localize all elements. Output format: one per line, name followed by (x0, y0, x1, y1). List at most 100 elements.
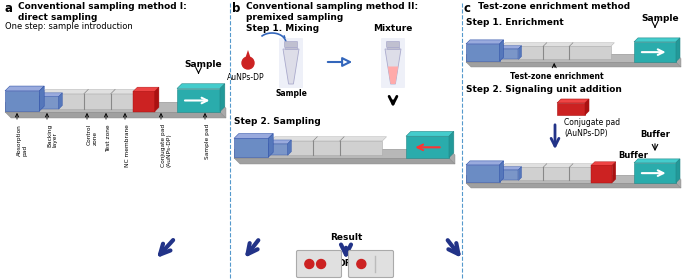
Text: Mixture: Mixture (373, 24, 412, 33)
Polygon shape (634, 159, 680, 163)
Text: Control
zone: Control zone (87, 124, 98, 145)
Polygon shape (271, 141, 382, 155)
FancyBboxPatch shape (297, 251, 342, 277)
FancyBboxPatch shape (279, 38, 303, 88)
Polygon shape (519, 167, 521, 181)
Polygon shape (634, 38, 680, 42)
Polygon shape (234, 138, 269, 157)
Polygon shape (5, 112, 226, 118)
Polygon shape (220, 84, 225, 111)
Polygon shape (591, 162, 616, 165)
Text: Sample: Sample (185, 60, 223, 69)
Polygon shape (499, 46, 521, 49)
Polygon shape (585, 99, 589, 115)
Polygon shape (501, 167, 611, 181)
Polygon shape (220, 102, 226, 118)
Text: Test zone: Test zone (106, 124, 111, 152)
Polygon shape (499, 49, 519, 59)
Text: Sample: Sample (641, 14, 679, 23)
Polygon shape (501, 46, 611, 59)
Polygon shape (234, 134, 273, 138)
Polygon shape (634, 163, 676, 183)
Polygon shape (59, 93, 62, 109)
Polygon shape (269, 134, 273, 157)
Polygon shape (40, 93, 62, 96)
Polygon shape (499, 40, 503, 61)
Text: Buffer: Buffer (618, 151, 648, 160)
FancyBboxPatch shape (381, 38, 405, 88)
Polygon shape (269, 140, 291, 144)
Polygon shape (5, 102, 220, 112)
Text: a: a (5, 2, 13, 15)
Polygon shape (271, 137, 386, 141)
Circle shape (305, 260, 314, 269)
Text: Test-zone enrichment method: Test-zone enrichment method (478, 2, 630, 11)
Circle shape (357, 260, 366, 269)
Polygon shape (634, 42, 676, 62)
Text: Conventional sampling method I:: Conventional sampling method I: (18, 2, 187, 11)
Text: Buffer: Buffer (640, 130, 670, 139)
Polygon shape (245, 50, 251, 59)
Polygon shape (269, 144, 288, 155)
Polygon shape (406, 136, 449, 158)
Text: Test-zone enrichment: Test-zone enrichment (510, 72, 604, 81)
Text: Step 1. Enrichment: Step 1. Enrichment (466, 18, 564, 27)
Polygon shape (385, 49, 401, 84)
Polygon shape (388, 67, 398, 84)
Polygon shape (42, 94, 153, 109)
Text: Step 2. Signaling unit addition: Step 2. Signaling unit addition (466, 85, 622, 94)
Polygon shape (519, 46, 521, 59)
Text: Conjugate pad
(AuNPs-DP): Conjugate pad (AuNPs-DP) (564, 118, 620, 138)
Polygon shape (40, 96, 59, 109)
Polygon shape (501, 164, 614, 167)
Polygon shape (155, 87, 159, 111)
Polygon shape (177, 88, 220, 111)
Text: Sample pad: Sample pad (205, 124, 210, 159)
Polygon shape (466, 44, 499, 61)
Polygon shape (133, 87, 159, 91)
Polygon shape (557, 103, 585, 115)
Text: AuNPs-DP: AuNPs-DP (227, 73, 265, 82)
Polygon shape (40, 86, 45, 111)
Text: Step 2. Sampling: Step 2. Sampling (234, 117, 321, 126)
Polygon shape (288, 140, 291, 155)
Polygon shape (466, 175, 676, 183)
Polygon shape (676, 159, 680, 183)
Polygon shape (466, 161, 503, 165)
Text: Conjugate pad
(AuNPs-DP): Conjugate pad (AuNPs-DP) (161, 124, 172, 167)
Polygon shape (591, 165, 612, 183)
Circle shape (316, 260, 325, 269)
Polygon shape (42, 90, 158, 94)
FancyBboxPatch shape (284, 41, 297, 47)
Text: direct sampling: direct sampling (18, 13, 97, 22)
Polygon shape (466, 62, 681, 67)
Text: Absorption
pad: Absorption pad (17, 124, 28, 156)
Text: OR: OR (338, 260, 352, 269)
Text: Sample: Sample (275, 89, 307, 98)
Text: Conventional sampling method II:: Conventional sampling method II: (246, 2, 418, 11)
Text: b: b (232, 2, 240, 15)
Text: One step: sample introduction: One step: sample introduction (5, 22, 133, 31)
Polygon shape (5, 91, 40, 111)
Polygon shape (283, 49, 299, 84)
Text: c: c (464, 2, 471, 15)
Polygon shape (286, 47, 297, 49)
Text: Result: Result (329, 233, 362, 242)
Polygon shape (5, 86, 45, 91)
Polygon shape (466, 183, 681, 188)
Polygon shape (466, 53, 676, 62)
Polygon shape (557, 99, 589, 103)
Polygon shape (177, 84, 225, 88)
Text: NC membrane: NC membrane (125, 124, 130, 167)
Polygon shape (449, 131, 453, 158)
Polygon shape (234, 149, 449, 158)
Polygon shape (499, 170, 519, 181)
Polygon shape (676, 38, 680, 62)
Polygon shape (499, 161, 503, 182)
Polygon shape (133, 91, 155, 111)
Circle shape (242, 57, 254, 69)
FancyBboxPatch shape (386, 41, 399, 47)
Polygon shape (676, 53, 681, 67)
Polygon shape (449, 149, 455, 164)
Polygon shape (388, 47, 399, 49)
